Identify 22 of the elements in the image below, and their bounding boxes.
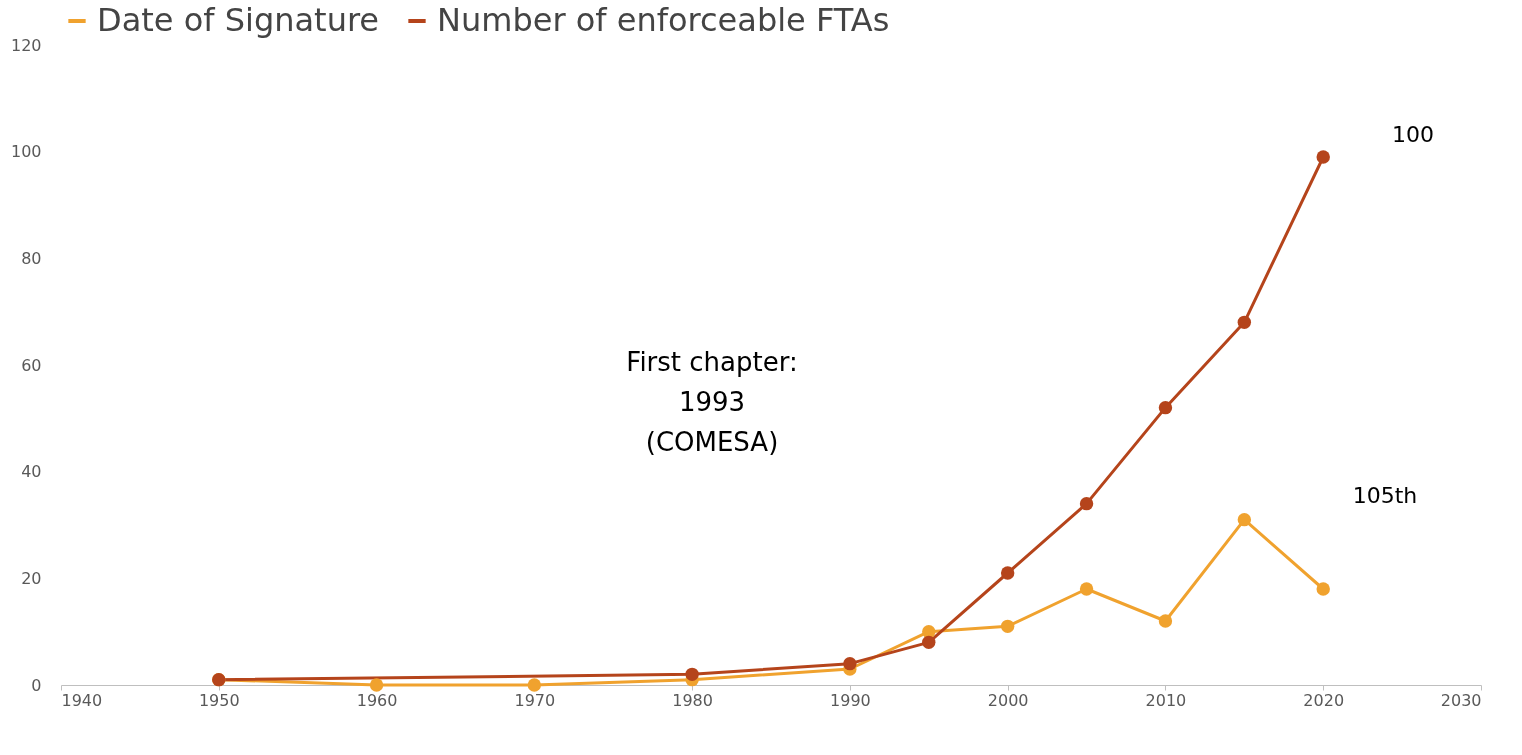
legend-label: Number of enforceable FTAs bbox=[437, 1, 890, 39]
annotation: 105th bbox=[1352, 483, 1418, 508]
x-tick-label: 1960 bbox=[356, 690, 398, 710]
x-tick-label: 1940 bbox=[61, 690, 103, 710]
y-tick-label: 80 bbox=[21, 248, 42, 268]
x-tick-label: 1950 bbox=[198, 690, 240, 710]
x-tick-label: 2000 bbox=[987, 690, 1029, 710]
y-tick-label: 20 bbox=[21, 568, 42, 588]
annotation: First chapter: 1993 (COMESA) bbox=[626, 347, 798, 457]
x-tick-label: 1990 bbox=[830, 690, 871, 710]
x-tick-label: 1980 bbox=[672, 690, 713, 710]
y-tick-label: 40 bbox=[21, 462, 42, 482]
x-tick-label: 2020 bbox=[1303, 690, 1345, 710]
legend-label: Date of Signature bbox=[97, 1, 380, 39]
x-tick-label: 1970 bbox=[514, 690, 556, 710]
x-tick-label: 2030 bbox=[1440, 690, 1482, 710]
annotation: 100 bbox=[1392, 122, 1434, 147]
y-tick-label: 100 bbox=[10, 142, 42, 162]
y-tick-label: 0 bbox=[31, 675, 42, 695]
x-tick-label: 2010 bbox=[1145, 690, 1187, 710]
y-tick-label: 60 bbox=[21, 355, 42, 375]
y-tick-label: 120 bbox=[10, 35, 42, 55]
